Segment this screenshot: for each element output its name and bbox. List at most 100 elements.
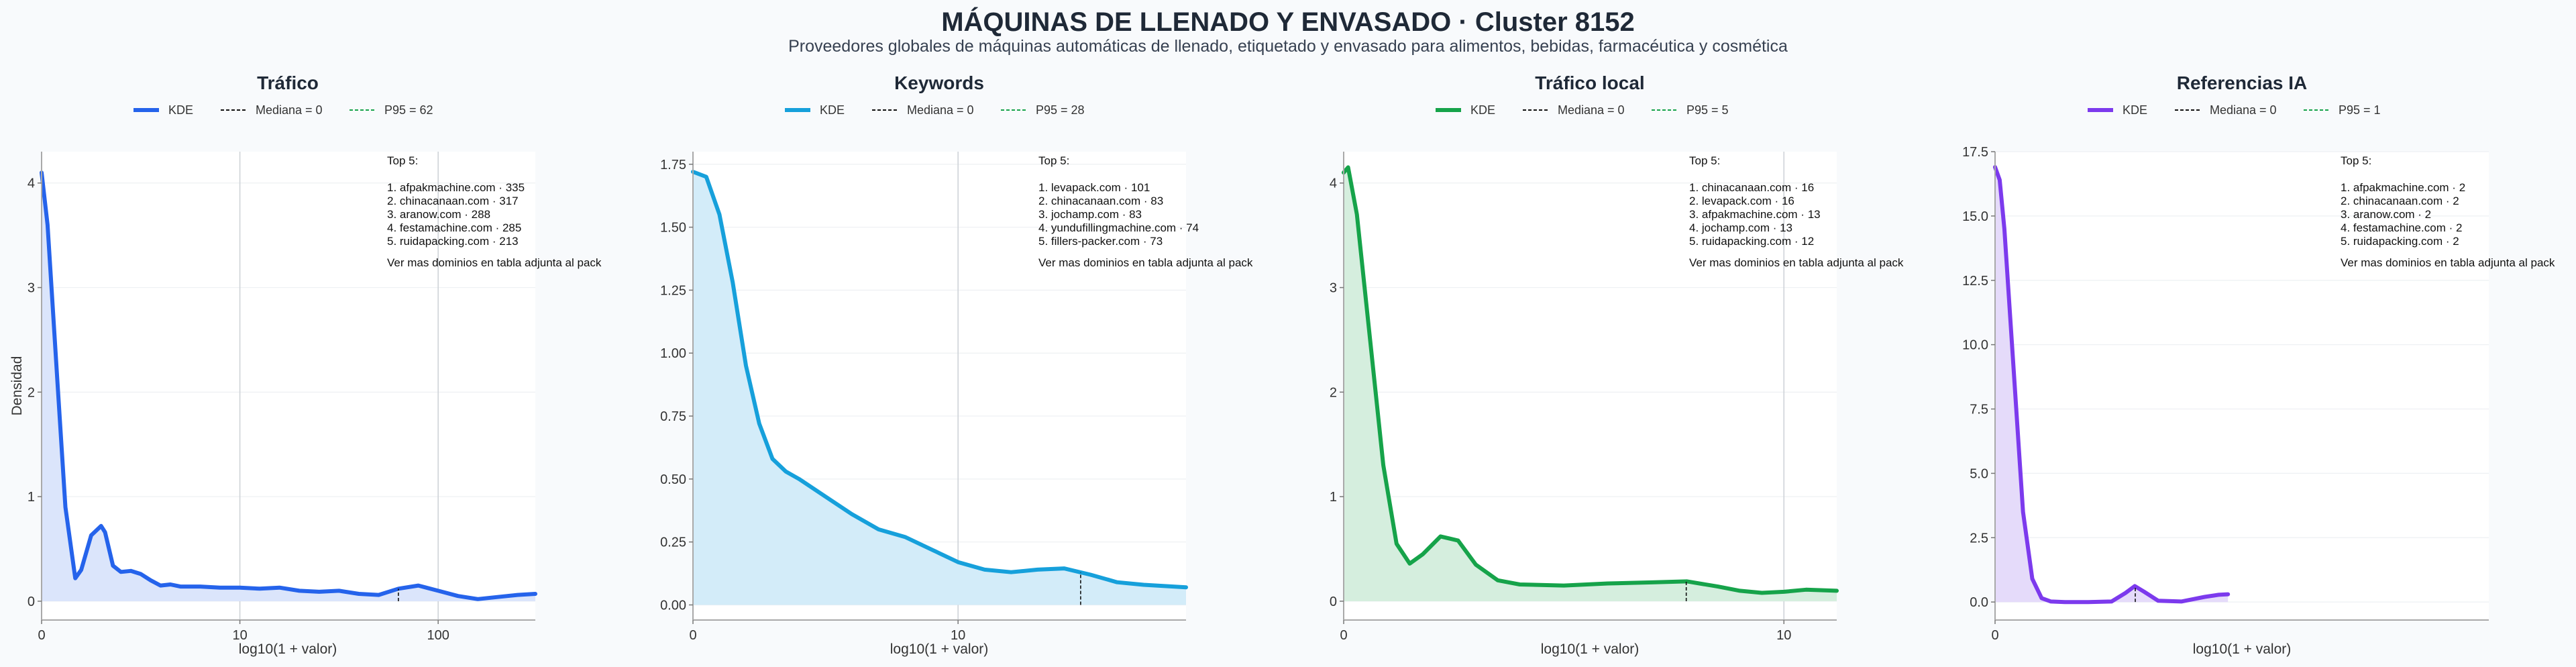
top5-title: Top 5: xyxy=(1689,154,1720,167)
y-tick-label: 5.0 xyxy=(1970,466,1988,481)
y-tick-label: 2 xyxy=(1330,385,1337,400)
legend: KDE Mediana = 0 P95 = 62 xyxy=(133,103,433,117)
top5-annotation: Top 5: 1. afpakmachine.com · 22. chinacan… xyxy=(2341,154,2555,269)
legend-median-label: Mediana = 0 xyxy=(907,103,974,117)
legend-median-label: Mediana = 0 xyxy=(256,103,323,117)
x-tick-label: 0 xyxy=(1991,628,1998,643)
top5-item: 4. festamachine.com · 2 xyxy=(2341,221,2462,234)
x-tick-label: 0 xyxy=(1340,628,1347,643)
legend-kde-label: KDE xyxy=(820,103,845,117)
y-axis-label: Densidad xyxy=(9,356,25,416)
y-tick-label: 12.5 xyxy=(1962,274,1988,289)
top5-title: Top 5: xyxy=(387,154,418,167)
y-tick-label: 1 xyxy=(1330,490,1337,505)
figure-subtitle: Proveedores globales de máquinas automát… xyxy=(788,37,1788,56)
kde-line xyxy=(691,170,1188,590)
kde-area xyxy=(42,172,535,601)
top5-item: 4. festamachine.com · 285 xyxy=(387,221,521,234)
panel-title: Keywords xyxy=(894,72,984,93)
y-tick-label: 0.25 xyxy=(660,535,686,550)
legend-kde-label: KDE xyxy=(1470,103,1495,117)
x-axis-label: log10(1 + valor) xyxy=(239,642,337,657)
legend: KDE Mediana = 0 P95 = 28 xyxy=(785,103,1085,117)
top5-item: 2. chinacanaan.com · 2 xyxy=(2341,195,2459,207)
top5-item: 4. jochamp.com · 13 xyxy=(1689,221,1792,234)
top5-item: 1. chinacanaan.com · 16 xyxy=(1689,181,1814,194)
legend-p95-label: P95 = 5 xyxy=(1686,103,1729,117)
x-axis-label: log10(1 + valor) xyxy=(1541,642,1640,657)
kde-line xyxy=(1342,165,1839,595)
legend-kde-label: KDE xyxy=(168,103,193,117)
y-tick-label: 0.75 xyxy=(660,409,686,424)
y-tick-label: 2.5 xyxy=(1970,531,1988,546)
top5-item: 5. ruidapacking.com · 2 xyxy=(2341,235,2459,248)
plot-area xyxy=(42,152,535,620)
top5-note: Ver mas dominios en tabla adjunta al pac… xyxy=(1038,256,1253,269)
panel-1: 0 1 2 3 4 0 10 100 log10(1 + valor) Densidad Tráfi… xyxy=(9,72,602,657)
plot-area xyxy=(1995,152,2489,620)
y-tick-label: 1.75 xyxy=(660,158,686,172)
legend: KDE Mediana = 0 P95 = 1 xyxy=(2088,103,2381,117)
top5-item: 4. yundufillingmachine.com · 74 xyxy=(1038,221,1199,234)
top5-item: 2. chinacanaan.com · 317 xyxy=(387,195,519,207)
top5-item: 3. afpakmachine.com · 13 xyxy=(1689,208,1821,221)
x-axis-label: log10(1 + valor) xyxy=(2193,642,2292,657)
y-tick-label: 3 xyxy=(28,281,35,296)
y-tick-label: 1.25 xyxy=(660,283,686,298)
y-tick-label: 15.0 xyxy=(1962,209,1988,224)
x-tick-label: 100 xyxy=(427,628,449,643)
top5-item: 5. fillers-packer.com · 73 xyxy=(1038,235,1163,248)
y-tick-label: 4 xyxy=(1330,176,1337,191)
y-tick-label: 4 xyxy=(28,176,35,191)
x-tick-label: 10 xyxy=(951,628,965,643)
top5-item: 2. chinacanaan.com · 83 xyxy=(1038,195,1163,207)
legend-p95-label: P95 = 1 xyxy=(2339,103,2381,117)
kde-area xyxy=(693,172,1186,605)
legend-p95-label: P95 = 28 xyxy=(1036,103,1085,117)
x-tick-label: 10 xyxy=(232,628,247,643)
top5-item: 5. ruidapacking.com · 213 xyxy=(387,235,519,248)
y-tick-label: 3 xyxy=(1330,281,1337,296)
y-tick-label: 10.0 xyxy=(1962,338,1988,353)
y-tick-label: 7.5 xyxy=(1970,403,1988,417)
top5-item: 3. aranow.com · 2 xyxy=(2341,208,2431,221)
top5-title: Top 5: xyxy=(1038,154,1069,167)
panel-2: 0.00 0.25 0.50 0.75 1.00 1.25 1.50 1.75 0 10log10… xyxy=(660,72,1253,657)
panel-title: Referencias IA xyxy=(2177,72,2308,93)
x-axis-label: log10(1 + valor) xyxy=(890,642,989,657)
top5-item: 1. levapack.com · 101 xyxy=(1038,181,1150,194)
legend: KDE Mediana = 0 P95 = 5 xyxy=(1436,103,1729,117)
y-tick-label: 0.00 xyxy=(660,598,686,613)
top5-item: 3. jochamp.com · 83 xyxy=(1038,208,1142,221)
y-tick-label: 0 xyxy=(1330,595,1337,609)
kde-line xyxy=(40,170,537,601)
top5-item: 2. levapack.com · 16 xyxy=(1689,195,1794,207)
kde-line xyxy=(1993,165,2231,605)
x-tick-label: 10 xyxy=(1776,628,1791,643)
figure-title: MÁQUINAS DE LLENADO Y ENVASADO · Cluster… xyxy=(941,7,1635,37)
y-tick-label: 2 xyxy=(28,385,35,400)
legend-median-label: Mediana = 0 xyxy=(2210,103,2277,117)
y-tick-label: 1.50 xyxy=(660,221,686,236)
top5-item: 1. afpakmachine.com · 335 xyxy=(387,181,525,194)
y-tick-label: 0 xyxy=(28,595,35,609)
y-tick-label: 17.5 xyxy=(1962,145,1988,160)
legend-median-label: Mediana = 0 xyxy=(1558,103,1625,117)
kde-area xyxy=(1995,167,2229,603)
top5-annotation: Top 5: 1. chinacanaan.com · 162. levapack… xyxy=(1689,154,1904,269)
legend-kde-label: KDE xyxy=(2123,103,2147,117)
top5-note: Ver mas dominios en tabla adjunta al pac… xyxy=(2341,256,2555,269)
panel-4: 0.0 2.5 5.0 7.5 10.0 12.5 15.0 17.5 0 log10(1 + v… xyxy=(1962,72,2555,657)
top5-title: Top 5: xyxy=(2341,154,2371,167)
y-tick-label: 1 xyxy=(28,490,35,505)
panel-title: Tráfico local xyxy=(1535,72,1644,93)
top5-note: Ver mas dominios en tabla adjunta al pac… xyxy=(387,256,602,269)
x-tick-label: 0 xyxy=(689,628,696,643)
top5-item: 1. afpakmachine.com · 2 xyxy=(2341,181,2465,194)
panel-3: 0 1 2 3 4 0 10 log10(1 + valor) Tráfico local KDE… xyxy=(1330,72,1904,657)
y-tick-label: 0.50 xyxy=(660,472,686,487)
